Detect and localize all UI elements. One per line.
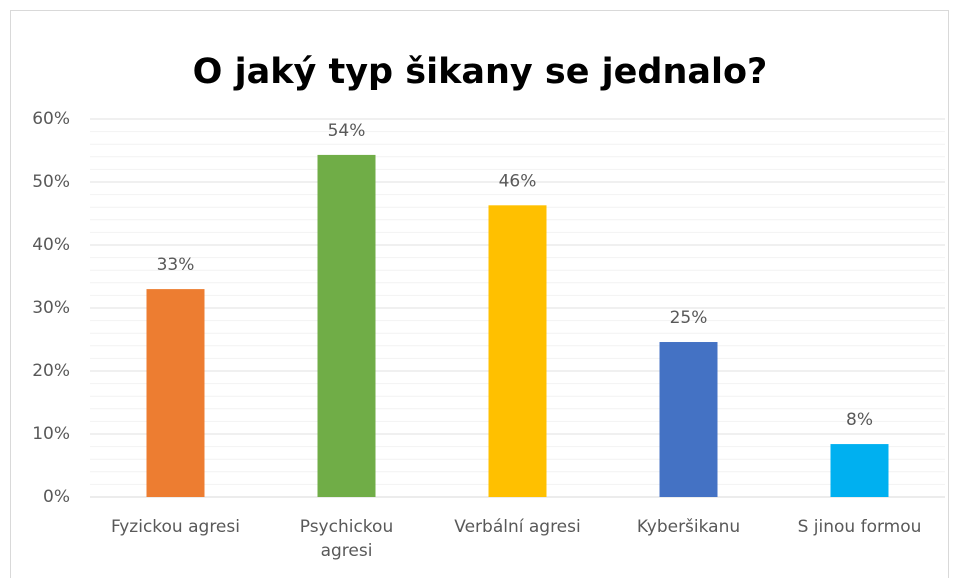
y-tick-label: 0% <box>43 487 70 507</box>
value-label: 46% <box>499 171 537 191</box>
x-tick-label: Verbální agresi <box>454 517 581 537</box>
y-tick-label: 60% <box>32 109 70 129</box>
bar <box>146 289 205 497</box>
value-label: 8% <box>846 410 873 430</box>
value-label: 54% <box>328 121 366 141</box>
x-tick-label: Psychickou agresi <box>299 517 394 561</box>
chart-title: O jaký typ šikany se jednalo? <box>193 52 768 92</box>
bar <box>317 154 376 497</box>
bar <box>659 342 718 497</box>
y-tick-label: 10% <box>32 424 70 444</box>
value-label: 33% <box>157 255 195 275</box>
x-tick-label: Kyberšikanu <box>636 517 741 537</box>
value-label: 25% <box>670 308 708 328</box>
y-tick-label: 20% <box>32 361 70 381</box>
y-tick-label: 40% <box>32 235 70 255</box>
bar <box>488 205 547 497</box>
y-tick-label: 30% <box>32 298 70 318</box>
x-tick-label: Fyzickou agresi <box>111 517 240 537</box>
x-tick-label: S jinou formou <box>797 517 922 537</box>
bar <box>830 444 889 497</box>
y-tick-label: 50% <box>32 172 70 192</box>
